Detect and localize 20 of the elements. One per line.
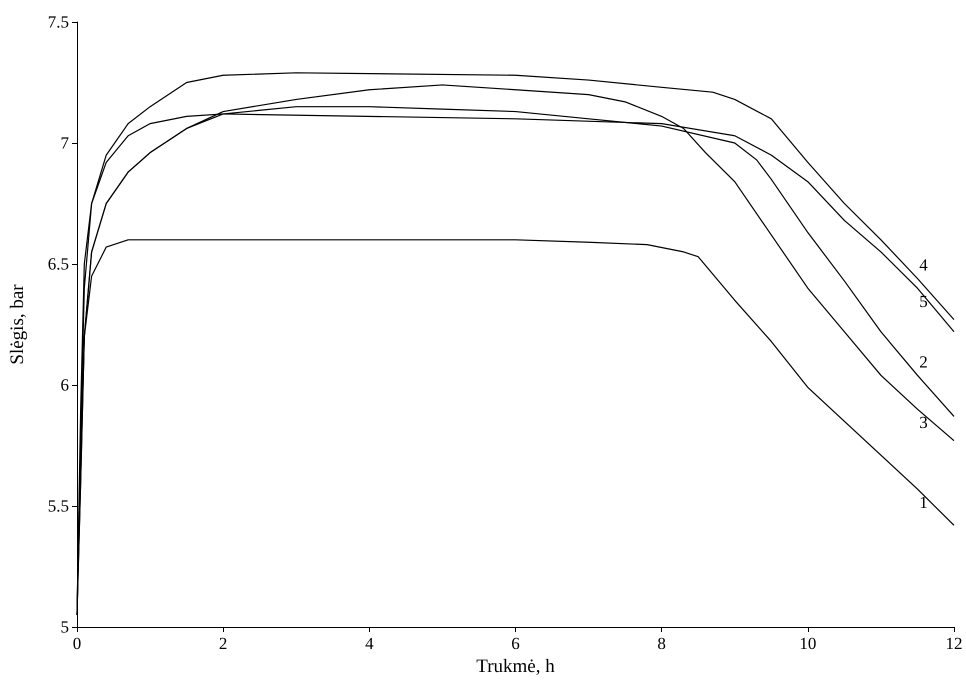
series-label: 3 [919, 413, 928, 432]
y-tick-label: 5.5 [48, 496, 69, 516]
x-tick-label: 0 [72, 634, 82, 653]
y-axis-title: Slėgis, bar [7, 284, 28, 365]
x-tick-label: 4 [365, 634, 374, 653]
y-tick-label: 6 [60, 376, 69, 394]
y-tick-label: 6.5 [48, 254, 69, 274]
y-tick-label: 5 [60, 618, 69, 636]
x-axis-title: Trukmė, h [476, 656, 556, 677]
y-tick-label: 7.5 [48, 12, 69, 32]
x-tick-label: 2 [218, 634, 228, 653]
series-label: 2 [919, 352, 928, 372]
x-tick-label: 6 [511, 634, 520, 653]
x-tick-label: 10 [799, 634, 816, 653]
x-tick-label: 12 [946, 634, 962, 653]
y-tick-label: 7 [60, 134, 70, 152]
series-label: 4 [919, 256, 928, 275]
x-tick-label: 8 [657, 634, 666, 653]
series-label: 5 [919, 292, 928, 312]
series-label: 1 [919, 493, 928, 512]
